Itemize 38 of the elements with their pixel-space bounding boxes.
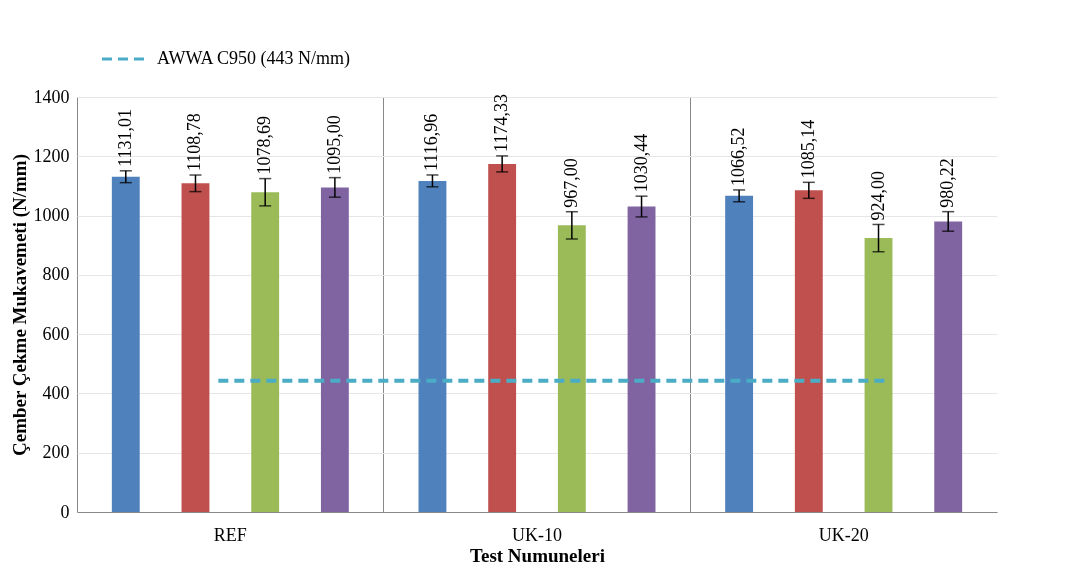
legend-label: AWWA C950 (443 N/mm): [157, 48, 351, 69]
x-tick-label: UK-20: [818, 524, 869, 545]
y-tick-label: 0: [60, 501, 70, 522]
bar: [181, 183, 210, 512]
data-label: 980,22: [937, 158, 958, 208]
x-tick-label: REF: [213, 524, 247, 545]
bar: [864, 238, 893, 512]
x-axis-title: Test Numuneleri: [470, 544, 605, 566]
data-label: 1174,33: [491, 94, 512, 152]
y-tick-label: 1000: [33, 205, 70, 226]
bar: [627, 206, 656, 512]
y-tick-label: 1200: [33, 145, 70, 166]
bar: [725, 195, 754, 512]
bar: [320, 187, 349, 512]
bar: [111, 176, 140, 512]
data-label: 1116,96: [421, 113, 442, 171]
y-axis-title: Çember Çekme Mukavemeti (N/mm): [8, 154, 31, 456]
y-tick-label: 600: [42, 323, 70, 344]
y-tick-label: 400: [42, 382, 70, 403]
bar: [251, 192, 280, 512]
x-tick-label: UK-10: [512, 524, 562, 545]
bar: [488, 163, 517, 512]
data-label: 924,00: [867, 170, 888, 221]
y-tick-label: 200: [42, 442, 70, 463]
bar: [934, 221, 963, 512]
bar: [557, 225, 586, 512]
bar: [418, 180, 447, 512]
data-label: 1085,14: [797, 119, 818, 179]
bar: [794, 190, 823, 512]
data-label: 1095,00: [323, 115, 344, 174]
data-label: 1108,78: [184, 113, 205, 172]
y-tick-label: 1400: [33, 86, 70, 107]
data-label: 1066,52: [728, 127, 749, 186]
y-tick-label: 800: [42, 264, 70, 285]
data-label: 1030,44: [630, 133, 651, 193]
data-label: 1131,01: [114, 108, 135, 167]
data-label: 967,00: [560, 158, 581, 208]
data-label: 1078,69: [254, 116, 275, 175]
